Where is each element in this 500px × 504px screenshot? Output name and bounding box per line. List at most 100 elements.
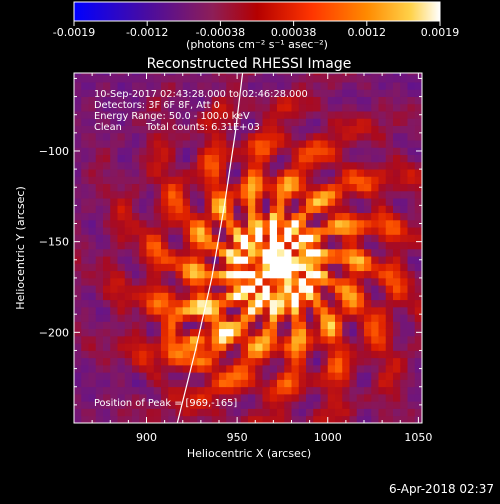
heatmap-cell: [262, 357, 271, 366]
heatmap-cell: [204, 277, 213, 286]
heatmap-cell: [335, 393, 343, 402]
heatmap-cell: [182, 132, 191, 141]
heatmap-cell: [269, 190, 278, 199]
heatmap-cell: [139, 241, 147, 250]
heatmap-cell: [117, 256, 126, 264]
heatmap-cell: [124, 408, 133, 417]
heatmap-cell: [110, 74, 118, 83]
heatmap-cell: [88, 103, 97, 112]
heatmap-cell: [219, 125, 227, 134]
heatmap-cell: [124, 314, 133, 322]
heatmap-cell: [371, 190, 379, 199]
heatmap-cell: [132, 364, 140, 373]
heatmap-cell: [204, 248, 213, 257]
heatmap-cell: [269, 292, 278, 301]
heatmap-cell: [81, 335, 89, 344]
heatmap-cell: [371, 386, 379, 395]
heatmap-cell: [407, 299, 416, 308]
heatmap-cell: [393, 277, 401, 286]
heatmap-cell: [190, 147, 198, 155]
heatmap-cell: [161, 292, 169, 301]
heatmap-cell: [74, 227, 82, 235]
heatmap-cell: [182, 415, 191, 423]
heatmap-cell: [182, 169, 191, 177]
heatmap-cell: [95, 234, 104, 243]
heatmap-cell: [124, 343, 133, 351]
heatmap-cell: [291, 364, 300, 373]
heatmap-cell: [103, 198, 111, 206]
heatmap-cell: [378, 393, 387, 402]
heatmap-cell: [74, 212, 82, 221]
heatmap-cell: [88, 263, 97, 272]
heatmap-cell: [168, 241, 176, 250]
heatmap-cell: [197, 408, 205, 417]
heatmap-cell: [335, 212, 343, 221]
heatmap-cell: [88, 205, 97, 214]
heatmap-cell: [269, 227, 278, 235]
heatmap-cell: [371, 140, 379, 148]
heatmap-cell: [88, 82, 97, 90]
heatmap-cell: [306, 154, 314, 163]
heatmap-cell: [226, 147, 234, 155]
heatmap-cell: [226, 140, 234, 148]
heatmap-cell: [262, 241, 271, 250]
heatmap-cell: [153, 350, 162, 359]
heatmap-cell: [81, 132, 89, 141]
heatmap-cell: [175, 372, 184, 380]
heatmap-cell: [182, 118, 191, 126]
heatmap-cell: [219, 386, 227, 395]
heatmap-cell: [262, 147, 271, 155]
heatmap-cell: [371, 292, 379, 301]
heatmap-cell: [262, 74, 271, 83]
heatmap-cell: [124, 140, 133, 148]
colorbar-tick-label: 0.00038: [271, 26, 317, 39]
heatmap-cell: [306, 147, 314, 155]
heatmap-cell: [371, 285, 379, 293]
heatmap-cell: [364, 169, 372, 177]
heatmap-cell: [190, 111, 198, 119]
heatmap-cell: [371, 111, 379, 119]
heatmap-cell: [414, 321, 422, 330]
heatmap-cell: [124, 198, 133, 206]
heatmap-cell: [74, 285, 82, 293]
heatmap-cell: [168, 190, 176, 199]
heatmap-cell: [269, 285, 278, 293]
heatmap-cell: [414, 314, 422, 322]
heatmap-cell: [356, 393, 365, 402]
heatmap-cell: [146, 343, 155, 351]
heatmap-cell: [335, 306, 343, 315]
heatmap-cell: [262, 219, 271, 228]
heatmap-cell: [393, 292, 401, 301]
heatmap-cell: [219, 343, 227, 351]
heatmap-cell: [233, 357, 242, 366]
heatmap-cell: [168, 379, 176, 388]
heatmap-cell: [313, 306, 321, 315]
heatmap-cell: [335, 248, 343, 257]
heatmap-cell: [385, 198, 394, 206]
heatmap-cell: [197, 328, 205, 337]
heatmap-cell: [320, 415, 329, 423]
heatmap-cell: [74, 343, 82, 351]
heatmap-cell: [139, 256, 147, 264]
heatmap-cell: [248, 140, 256, 148]
heatmap-cell: [298, 292, 307, 301]
heatmap-cell: [400, 270, 408, 279]
heatmap-cell: [182, 140, 191, 148]
heatmap-cell: [327, 263, 336, 272]
heatmap-cell: [139, 401, 147, 409]
heatmap-cell: [284, 169, 292, 177]
heatmap-cell: [153, 103, 162, 112]
heatmap-cell: [197, 248, 205, 257]
heatmap-cell: [400, 132, 408, 141]
heatmap-cell: [277, 364, 285, 373]
heatmap-cell: [248, 393, 256, 402]
heatmap-cell: [378, 89, 387, 97]
heatmap-cell: [371, 103, 379, 112]
heatmap-cell: [139, 248, 147, 257]
heatmap-cell: [335, 132, 343, 141]
heatmap-cell: [132, 96, 140, 105]
heatmap-cell: [356, 335, 365, 344]
heatmap-cell: [414, 118, 422, 126]
heatmap-cell: [327, 364, 336, 373]
heatmap-cell: [88, 277, 97, 286]
